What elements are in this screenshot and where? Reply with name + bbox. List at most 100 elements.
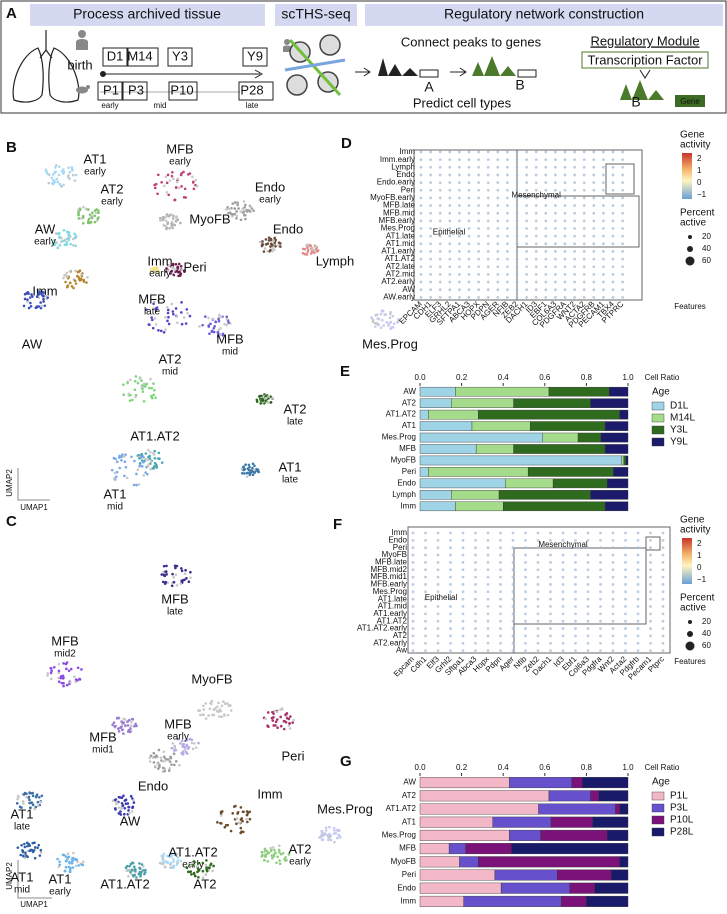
cell-point <box>217 715 221 718</box>
cell-point <box>332 826 336 830</box>
cell-point <box>180 567 183 570</box>
cell-point <box>126 720 129 723</box>
dot <box>534 165 538 169</box>
dot <box>429 234 432 238</box>
dot <box>458 234 461 238</box>
dot <box>506 196 509 200</box>
cell-point <box>180 171 183 175</box>
cell-point <box>179 859 183 863</box>
cell-point <box>165 226 169 230</box>
cell-point <box>68 281 72 285</box>
dot <box>486 597 490 601</box>
dot <box>602 196 605 200</box>
cell-point <box>26 300 29 304</box>
dot <box>561 619 565 623</box>
row-label: Endo.early <box>377 178 415 187</box>
dot <box>424 546 427 550</box>
dot <box>561 561 565 564</box>
cell-point <box>49 671 53 675</box>
cell-point <box>241 207 245 211</box>
cell-point <box>276 855 279 859</box>
colorbar-tick: 1 <box>697 166 702 175</box>
cell-point <box>142 474 146 477</box>
dot <box>621 242 624 246</box>
cell-point <box>131 868 134 872</box>
dot <box>524 553 527 557</box>
cell-point <box>207 866 211 870</box>
dot <box>486 295 490 299</box>
cell-point <box>115 470 119 474</box>
y-tick-label: Mes.Prog <box>382 433 416 442</box>
cell-point <box>197 875 200 879</box>
cell-point <box>34 805 38 809</box>
dot <box>636 627 640 630</box>
row-label: AT2.early <box>381 277 415 286</box>
cell-point <box>303 247 307 251</box>
cell-point <box>175 321 179 325</box>
dot <box>511 538 515 542</box>
dot <box>474 612 477 616</box>
cell-point <box>150 269 153 273</box>
cell-point <box>68 236 71 239</box>
dot <box>458 257 461 261</box>
cell-point <box>66 237 69 241</box>
cell-point <box>110 468 114 472</box>
cell-point <box>149 377 152 381</box>
dot <box>424 553 427 557</box>
cluster-label: MFB <box>216 331 243 346</box>
cell-point <box>157 767 160 770</box>
dot <box>511 561 515 564</box>
dot <box>661 553 665 557</box>
dot <box>461 619 465 623</box>
cell-point <box>266 249 269 253</box>
dot <box>563 173 567 177</box>
dot <box>554 257 557 261</box>
dot <box>536 612 540 616</box>
cell-point <box>184 568 187 572</box>
cell-point <box>174 220 178 223</box>
legend-swatch <box>651 791 665 801</box>
cell-point <box>128 730 132 734</box>
cell-point <box>122 732 125 735</box>
cell-point <box>261 853 264 857</box>
dot <box>511 619 515 623</box>
cell-point <box>78 678 82 681</box>
cell-point <box>269 245 272 248</box>
dot <box>467 165 471 169</box>
cell-point <box>40 304 43 308</box>
cell-point <box>114 475 118 479</box>
cell-point <box>305 246 309 249</box>
legend-title: Age <box>652 387 670 398</box>
cell-point <box>42 300 45 303</box>
dot <box>563 273 567 276</box>
legend-label: D1L <box>670 401 689 412</box>
cluster-label: AT1 <box>11 869 34 884</box>
cell-point <box>190 873 193 876</box>
dot <box>561 641 565 645</box>
dot <box>636 583 640 586</box>
cell-point <box>86 275 89 279</box>
dot <box>554 211 557 215</box>
dot <box>544 295 548 299</box>
cell-point <box>316 249 320 252</box>
dot <box>524 627 527 630</box>
dot <box>424 649 427 652</box>
cell-point <box>153 317 157 320</box>
human-age: D1 <box>107 48 124 63</box>
cell-point <box>170 224 174 228</box>
cell-point <box>272 239 275 243</box>
cluster-sublabel: mid <box>107 502 123 513</box>
dot <box>411 575 415 579</box>
dot <box>486 605 490 608</box>
cell-point <box>162 852 166 856</box>
cluster-label: AT1 <box>11 806 34 821</box>
dot <box>611 597 615 601</box>
cluster-sublabel: late <box>282 475 299 486</box>
dot <box>592 280 596 284</box>
dot <box>599 627 602 630</box>
cell-point <box>185 866 189 870</box>
cell-point <box>160 461 164 464</box>
lungs-icon <box>12 30 80 103</box>
dot <box>611 641 615 645</box>
cell-point <box>388 316 392 320</box>
